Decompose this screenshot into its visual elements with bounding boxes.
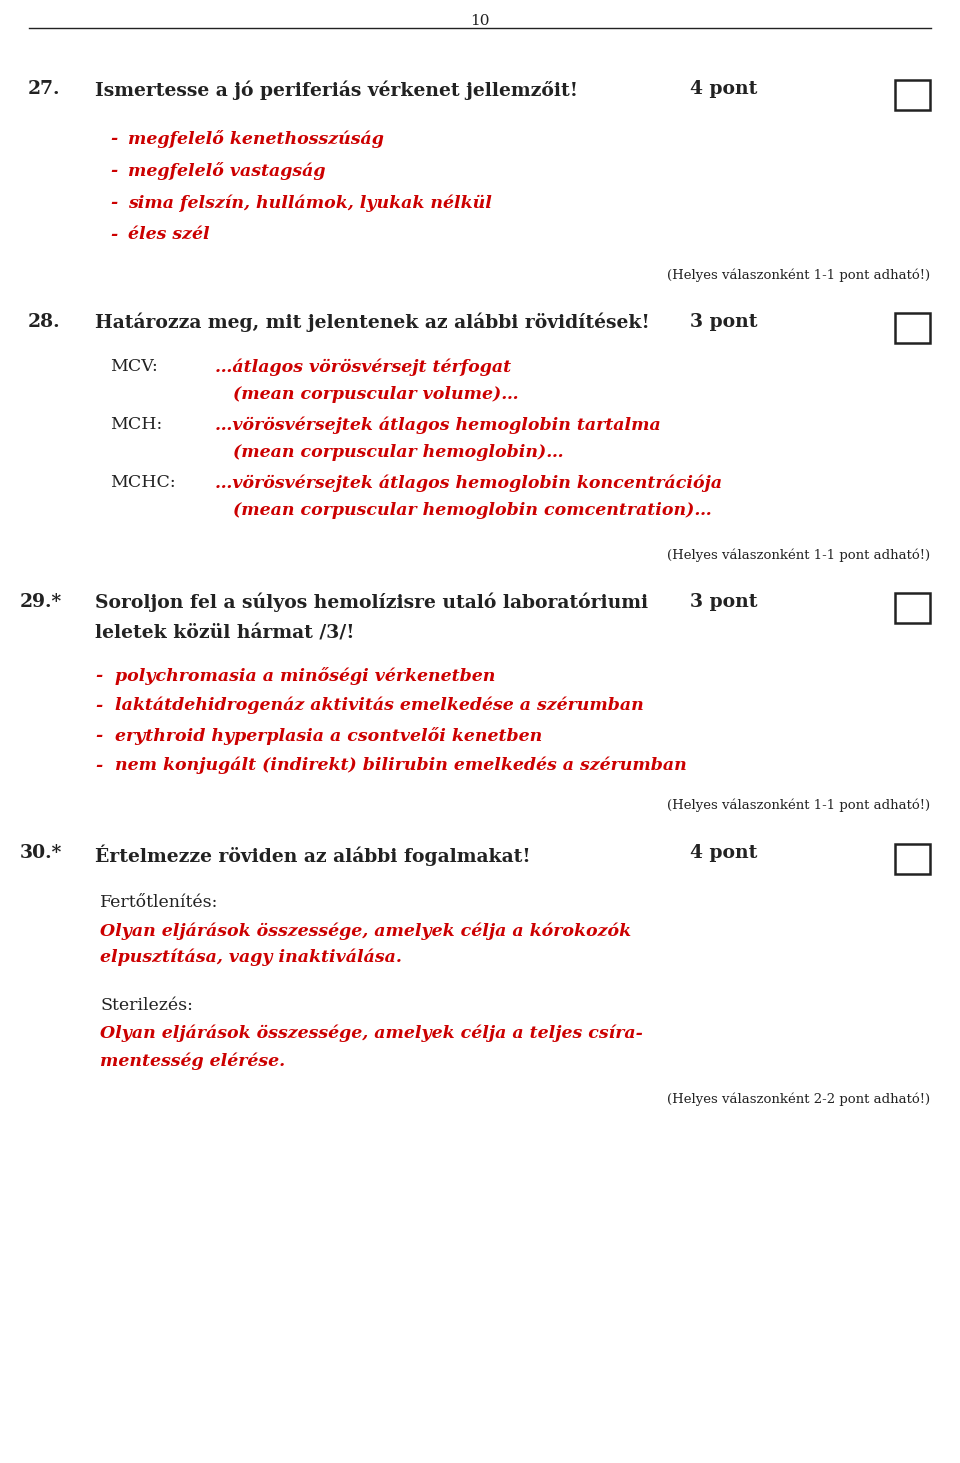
Text: …átlagos vörösvérsejt térfogat: …átlagos vörösvérsejt térfogat [215, 358, 511, 376]
Text: (Helyes válaszonként 1-1 pont adható!): (Helyes válaszonként 1-1 pont adható!) [667, 268, 930, 281]
Text: -: - [95, 696, 103, 714]
Text: 4 pont: 4 pont [690, 844, 757, 862]
Text: laktátdehidrogenáz aktivitás emelkedése a szérumban: laktátdehidrogenáz aktivitás emelkedése … [115, 696, 644, 714]
Text: 30.*: 30.* [20, 844, 62, 862]
Text: -: - [110, 195, 117, 211]
Text: -: - [110, 225, 117, 243]
Text: (mean corpuscular hemoglobin comcentration)…: (mean corpuscular hemoglobin comcentrati… [233, 502, 711, 519]
Text: nem konjugált (indirekt) bilirubin emelkedés a szérumban: nem konjugált (indirekt) bilirubin emelk… [115, 756, 686, 774]
Text: -: - [110, 130, 117, 146]
Text: 27.: 27. [28, 80, 60, 98]
Text: -: - [95, 756, 103, 774]
Bar [895, 844, 930, 873]
Text: MCV:: MCV: [110, 358, 157, 375]
Text: -: - [95, 727, 103, 745]
Text: elpusztítása, vagy inaktiválása.: elpusztítása, vagy inaktiválása. [100, 949, 402, 967]
Text: 28.: 28. [28, 313, 60, 331]
Text: 4 pont: 4 pont [690, 80, 757, 98]
Text: (Helyes válaszonként 1-1 pont adható!): (Helyes válaszonként 1-1 pont adható!) [667, 799, 930, 812]
Text: -: - [95, 667, 103, 685]
Text: erythroid hyperplasia a csontvelői kenetben: erythroid hyperplasia a csontvelői kenet… [115, 727, 542, 745]
Text: Sterilezés:: Sterilezés: [100, 996, 193, 1014]
Text: 10: 10 [470, 15, 490, 28]
Text: éles szél: éles szél [128, 225, 209, 243]
Text: Soroljon fel a súlyos hemolízisre utaló laboratóriumi: Soroljon fel a súlyos hemolízisre utaló … [95, 593, 648, 613]
Text: 29.*: 29.* [20, 593, 62, 612]
Text: MCHC:: MCHC: [110, 474, 176, 492]
Text: Ismertesse a jó periferiás vérkenet jellemzőit!: Ismertesse a jó periferiás vérkenet jell… [95, 80, 578, 99]
Text: megfelelő vastagság: megfelelő vastagság [128, 162, 325, 180]
Text: leletek közül hármat /3/!: leletek közül hármat /3/! [95, 625, 354, 644]
Text: (mean corpuscular volume)…: (mean corpuscular volume)… [233, 386, 518, 402]
Text: mentesség elérése.: mentesség elérése. [100, 1052, 285, 1069]
Text: (Helyes válaszonként 1-1 pont adható!): (Helyes válaszonként 1-1 pont adható!) [667, 549, 930, 562]
Text: megfelelő kenethosszúság: megfelelő kenethosszúság [128, 130, 384, 148]
Text: (mean corpuscular hemoglobin)…: (mean corpuscular hemoglobin)… [233, 443, 564, 461]
Text: Határozza meg, mit jelentenek az alábbi rövidítések!: Határozza meg, mit jelentenek az alábbi … [95, 313, 650, 332]
Bar [895, 313, 930, 342]
Text: sima felszín, hullámok, lyukak nélkül: sima felszín, hullámok, lyukak nélkül [128, 195, 492, 212]
Text: …vörösvérsejtek átlagos hemoglobin koncentrációja: …vörösvérsejtek átlagos hemoglobin konce… [215, 474, 722, 492]
Text: (Helyes válaszonként 2-2 pont adható!): (Helyes válaszonként 2-2 pont adható!) [667, 1091, 930, 1106]
Text: polychromasia a minőségi vérkenetben: polychromasia a minőségi vérkenetben [115, 667, 495, 685]
Text: -: - [110, 162, 117, 178]
Text: 3 pont: 3 pont [690, 313, 757, 331]
Bar [895, 80, 930, 110]
Text: 3 pont: 3 pont [690, 593, 757, 612]
Text: …vörösvérsejtek átlagos hemoglobin tartalma: …vörösvérsejtek átlagos hemoglobin tarta… [215, 415, 660, 433]
Text: Olyan eljárások összessége, amelyek célja a teljes csíra-: Olyan eljárások összessége, amelyek célj… [100, 1026, 643, 1043]
Text: Értelmezze röviden az alábbi fogalmakat!: Értelmezze röviden az alábbi fogalmakat! [95, 844, 531, 866]
Text: Fertőtlenítés:: Fertőtlenítés: [100, 894, 218, 911]
Text: Olyan eljárások összessége, amelyek célja a kórokozók: Olyan eljárások összessége, amelyek célj… [100, 922, 631, 939]
Bar [895, 593, 930, 623]
Text: MCH:: MCH: [110, 415, 162, 433]
